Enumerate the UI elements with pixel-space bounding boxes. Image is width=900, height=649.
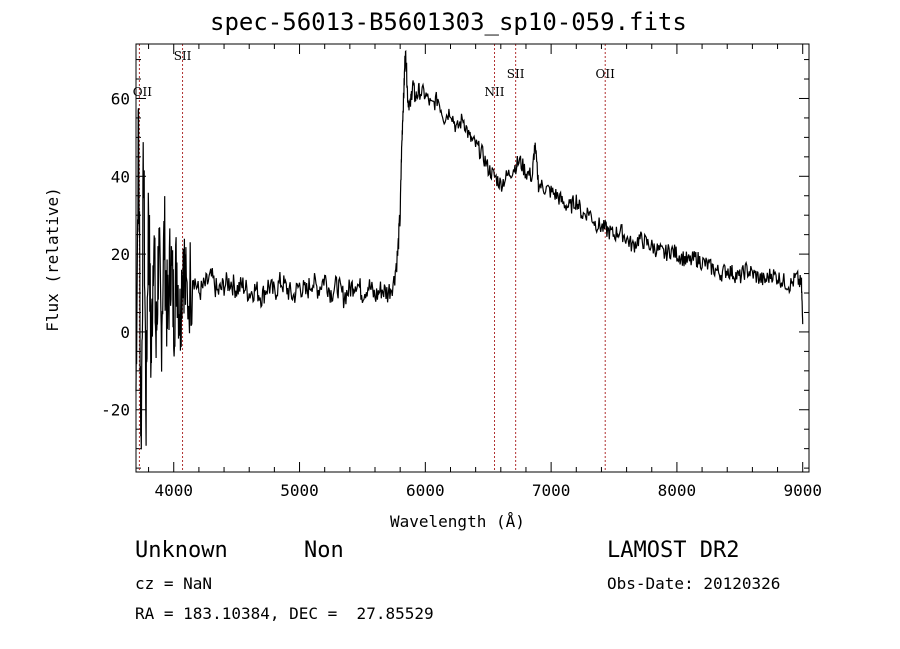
emission-line-label: OII — [596, 67, 616, 81]
object-class: Unknown — [135, 538, 228, 563]
obs-date-text: Obs-Date: 20120326 — [607, 574, 781, 593]
object-subclass: Non — [304, 538, 344, 563]
x-tick-label: 7000 — [532, 481, 571, 500]
redshift-text: cz = NaN — [135, 574, 213, 593]
spectrum-line — [135, 49, 804, 450]
x-tick-label: 9000 — [783, 481, 822, 500]
x-tick-label: 6000 — [406, 481, 445, 500]
y-axis-label: Flux (relative) — [42, 187, 62, 332]
coordinates-text: RA = 183.10384, DEC = 27.85529 — [135, 604, 434, 623]
survey-name: LAMOST DR2 — [607, 538, 740, 563]
y-tick-label: 0 — [120, 323, 130, 342]
y-tick-label: 20 — [111, 245, 130, 264]
x-tick-label: 5000 — [280, 481, 319, 500]
y-tick-label: 60 — [111, 89, 130, 108]
emission-line-label: NII — [485, 85, 505, 99]
chart-title: spec-56013-B5601303_sp10-059.fits — [210, 8, 687, 36]
plot-frame — [135, 43, 810, 473]
y-tick-label: -20 — [101, 401, 130, 420]
x-tick-label: 8000 — [658, 481, 697, 500]
emission-line-label: SII — [507, 67, 525, 81]
tick-labels: 4000 5000 6000 7000 8000 9000 -20 0 20 40 60 — [101, 89, 822, 500]
axis-ticks — [136, 44, 809, 472]
x-axis-label: Wavelength (Å) — [390, 512, 525, 531]
y-tick-label: 40 — [111, 167, 130, 186]
emission-line-label: OII — [133, 85, 153, 99]
emission-line-label: SII — [174, 49, 192, 63]
x-tick-label: 4000 — [154, 481, 193, 500]
